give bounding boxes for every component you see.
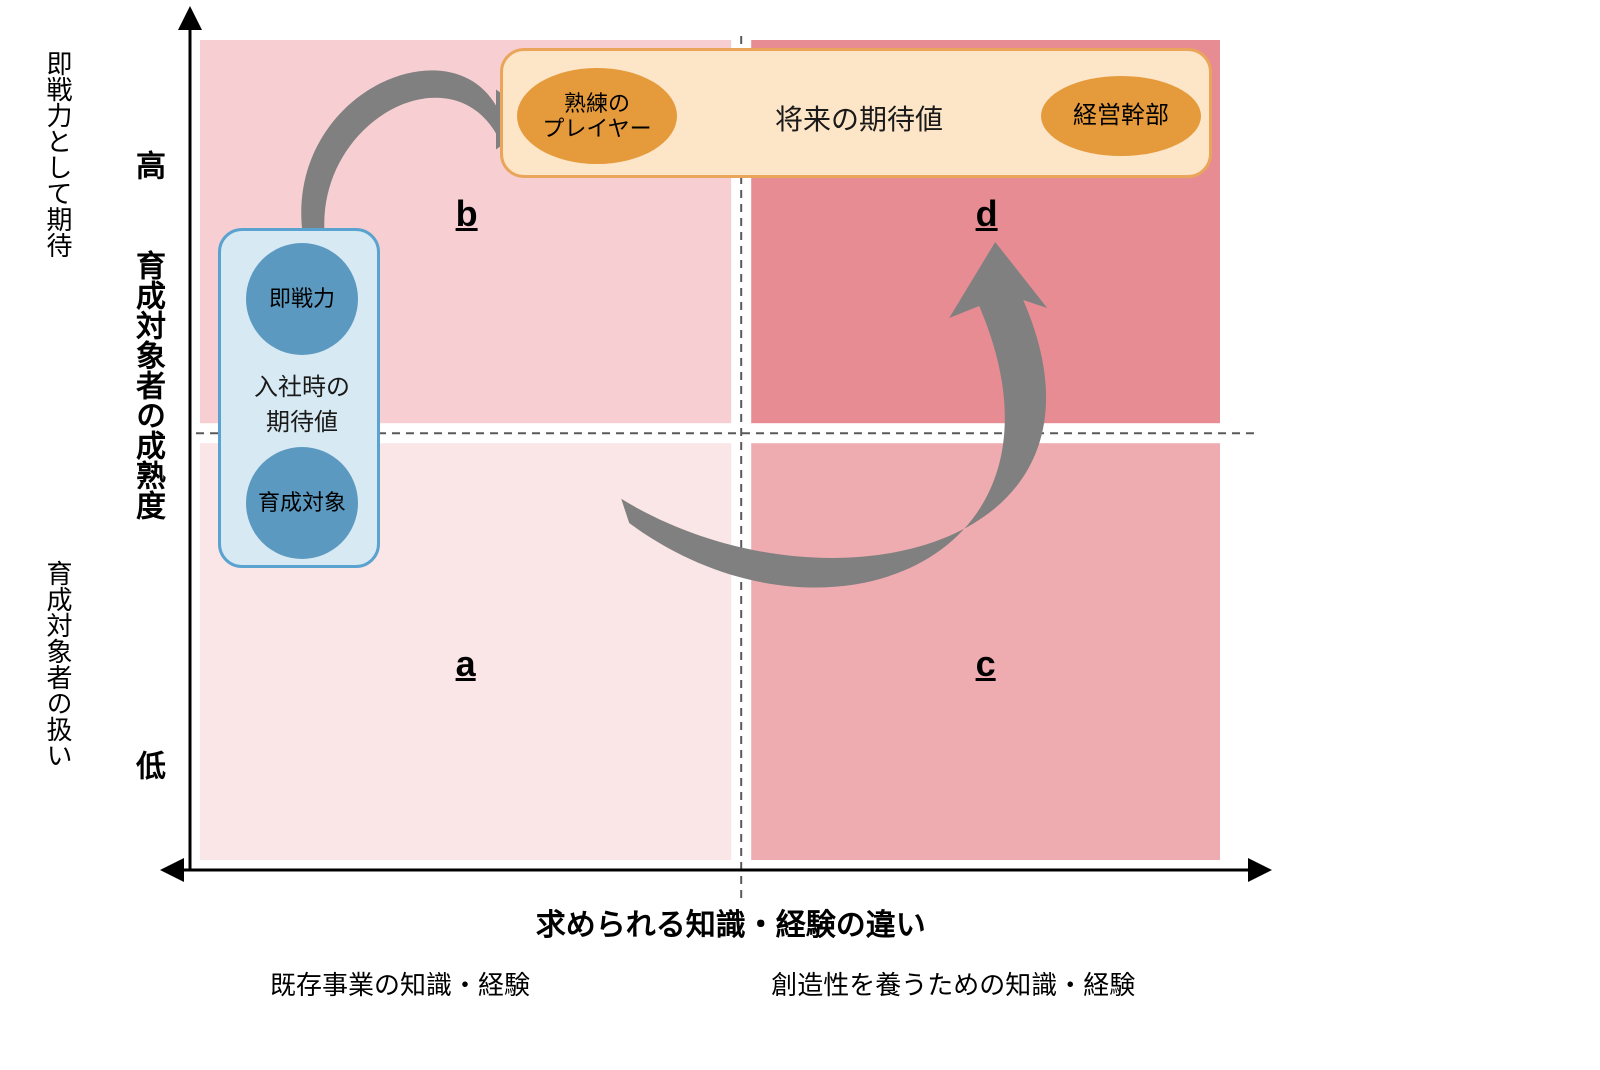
quadrant-label-d: d (976, 193, 998, 235)
quadrant-label-b: b (456, 193, 478, 235)
future-box-title: 将来の期待値 (683, 98, 1035, 138)
entry-circle-top-label: 即戦力 (269, 286, 335, 311)
diagram-stage: 即戦力として期待 育成対象者の扱い 高 育成対象者の成熟度 低 a b c d … (0, 0, 1600, 1070)
y-low-label: 低 (125, 750, 169, 780)
y-outer-label-bottom: 育成対象者の扱い (40, 560, 77, 768)
quadrant-label-a: a (456, 643, 476, 685)
future-ellipse-right-label: 経営幹部 (1073, 102, 1169, 130)
entry-circle-ikuseitaisho: 育成対象 (246, 447, 358, 559)
y-outer-label-top: 即戦力として期待 (40, 50, 77, 258)
entry-expectation-box: 即戦力 入社時の 期待値 育成対象 (218, 228, 380, 568)
future-expectation-box: 熟練の プレイヤー 将来の期待値 経営幹部 (500, 48, 1212, 178)
entry-circle-sokusenryoku: 即戦力 (246, 243, 358, 355)
future-ellipse-executive: 経営幹部 (1041, 76, 1201, 156)
x-axis-title: 求められる知識・経験の違い (419, 900, 1043, 944)
x-sub-left: 既存事業の知識・経験 (270, 965, 530, 1002)
entry-circle-bottom-label: 育成対象 (258, 490, 346, 515)
y-axis-title: 育成対象者の成熟度 (125, 250, 169, 520)
future-ellipse-left-label: 熟練の プレイヤー (542, 91, 651, 142)
y-high-label: 高 (125, 150, 169, 180)
entry-box-title: 入社時の 期待値 (221, 367, 383, 437)
x-sub-right: 創造性を養うための知識・経験 (771, 965, 1135, 1002)
future-ellipse-player: 熟練の プレイヤー (517, 68, 677, 164)
quadrant-label-c: c (976, 643, 996, 685)
